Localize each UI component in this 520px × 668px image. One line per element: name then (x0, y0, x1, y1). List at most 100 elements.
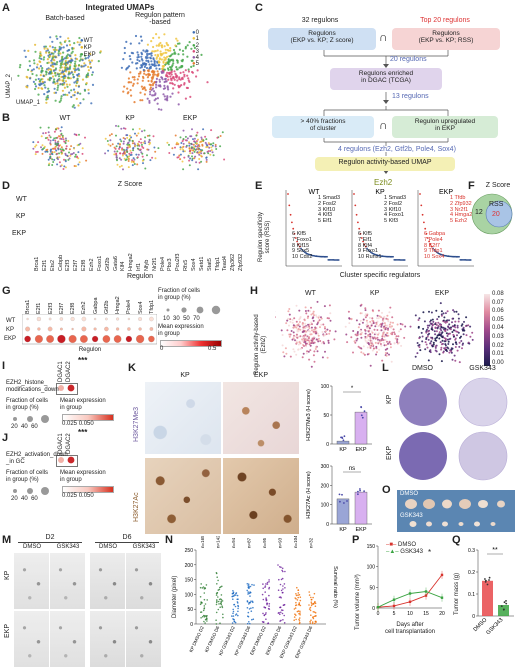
n-point (252, 606, 254, 609)
umap-point (395, 335, 398, 338)
umap-point (191, 59, 194, 62)
umap-point (68, 67, 71, 70)
umap-point (452, 309, 455, 312)
umap-point (427, 359, 430, 362)
n-point (264, 585, 267, 587)
umap-point (307, 329, 310, 332)
umap-point (140, 141, 143, 144)
f-venn (471, 193, 513, 235)
m-row-kp: KP (4, 570, 11, 580)
e-ylabel: Regulon specificity score (RSS) (258, 211, 271, 262)
umap-point (62, 138, 65, 141)
n-point (231, 595, 233, 598)
umap-point (39, 126, 42, 129)
umap-point (417, 325, 420, 328)
umap-point (63, 66, 66, 69)
umap-point (364, 309, 367, 312)
rss-point (354, 204, 357, 207)
panel-label-f: F (468, 180, 475, 192)
n-point (297, 589, 299, 591)
n-point (262, 583, 264, 585)
rss-point (291, 221, 293, 224)
umap-point (364, 316, 367, 319)
umap-point (73, 94, 76, 97)
umap-point (443, 340, 446, 343)
umap-point (55, 35, 58, 38)
umap-point (151, 87, 155, 90)
n-point (267, 607, 270, 610)
umap-point (369, 333, 372, 336)
d-gene-label: Hmga2 (128, 253, 135, 271)
rss-point (368, 250, 371, 253)
umap-point (305, 337, 308, 340)
umap-point (146, 43, 149, 46)
n-point (296, 586, 298, 589)
umap-point (288, 324, 290, 327)
dotplot-dot (149, 316, 154, 322)
bar-category: KP (339, 447, 347, 453)
umap-point (423, 320, 426, 323)
umap-point (370, 330, 373, 333)
n-point (232, 590, 234, 592)
umap-point (61, 89, 64, 92)
umap-point (183, 75, 186, 78)
umap-point (426, 346, 429, 349)
n-point (215, 601, 218, 604)
rss-point (428, 240, 430, 243)
umap-point (65, 44, 69, 47)
umap-point (161, 78, 164, 81)
umap-point (201, 144, 204, 147)
umap-point (288, 313, 291, 316)
umap-point (432, 341, 435, 344)
n-point (294, 607, 297, 609)
umap-point (178, 154, 181, 157)
umap-point (141, 130, 143, 133)
cluster-legend-item: ●0 (192, 30, 199, 36)
umap-point (307, 339, 310, 342)
umap-point (469, 325, 472, 328)
umap-point (189, 150, 191, 152)
umap-point (431, 345, 434, 348)
umap-point (146, 54, 149, 57)
umap-point (434, 326, 437, 329)
umap-point (364, 307, 367, 310)
umap-point (61, 83, 64, 86)
umap-point (137, 153, 140, 156)
umap-point (348, 317, 351, 320)
umap-point (130, 94, 133, 97)
umap-point (67, 72, 71, 75)
umap-point (291, 318, 294, 321)
umap-point (157, 108, 160, 111)
umap-point (434, 339, 437, 342)
umap-point (182, 150, 185, 153)
n-category: EKP DMSO D2 (249, 625, 267, 656)
n-point (314, 602, 317, 605)
bar-point (488, 576, 491, 579)
n-point (203, 598, 206, 601)
umap-point (54, 56, 57, 59)
umap-point (59, 52, 62, 55)
umap-point (174, 134, 177, 137)
umap-point (418, 317, 421, 320)
dotplot-dot (127, 327, 131, 331)
umap-point (125, 148, 128, 151)
umap-point (67, 60, 70, 64)
umap-point (129, 149, 132, 152)
umap-point (115, 154, 118, 157)
umap-point (133, 163, 136, 165)
n-point (268, 603, 271, 605)
umap-point (139, 138, 142, 141)
umap-point (439, 324, 442, 326)
umap-point (137, 132, 140, 135)
n-point (313, 611, 316, 613)
n-point (310, 601, 313, 603)
umap-point (315, 332, 317, 335)
umap-point (116, 163, 119, 166)
umap-point (138, 42, 141, 45)
umap-point (45, 101, 48, 104)
umap-point (375, 323, 378, 326)
umap-point (377, 342, 380, 345)
rss-point (335, 259, 337, 261)
umap-point (66, 67, 69, 70)
umap-point (145, 62, 148, 66)
